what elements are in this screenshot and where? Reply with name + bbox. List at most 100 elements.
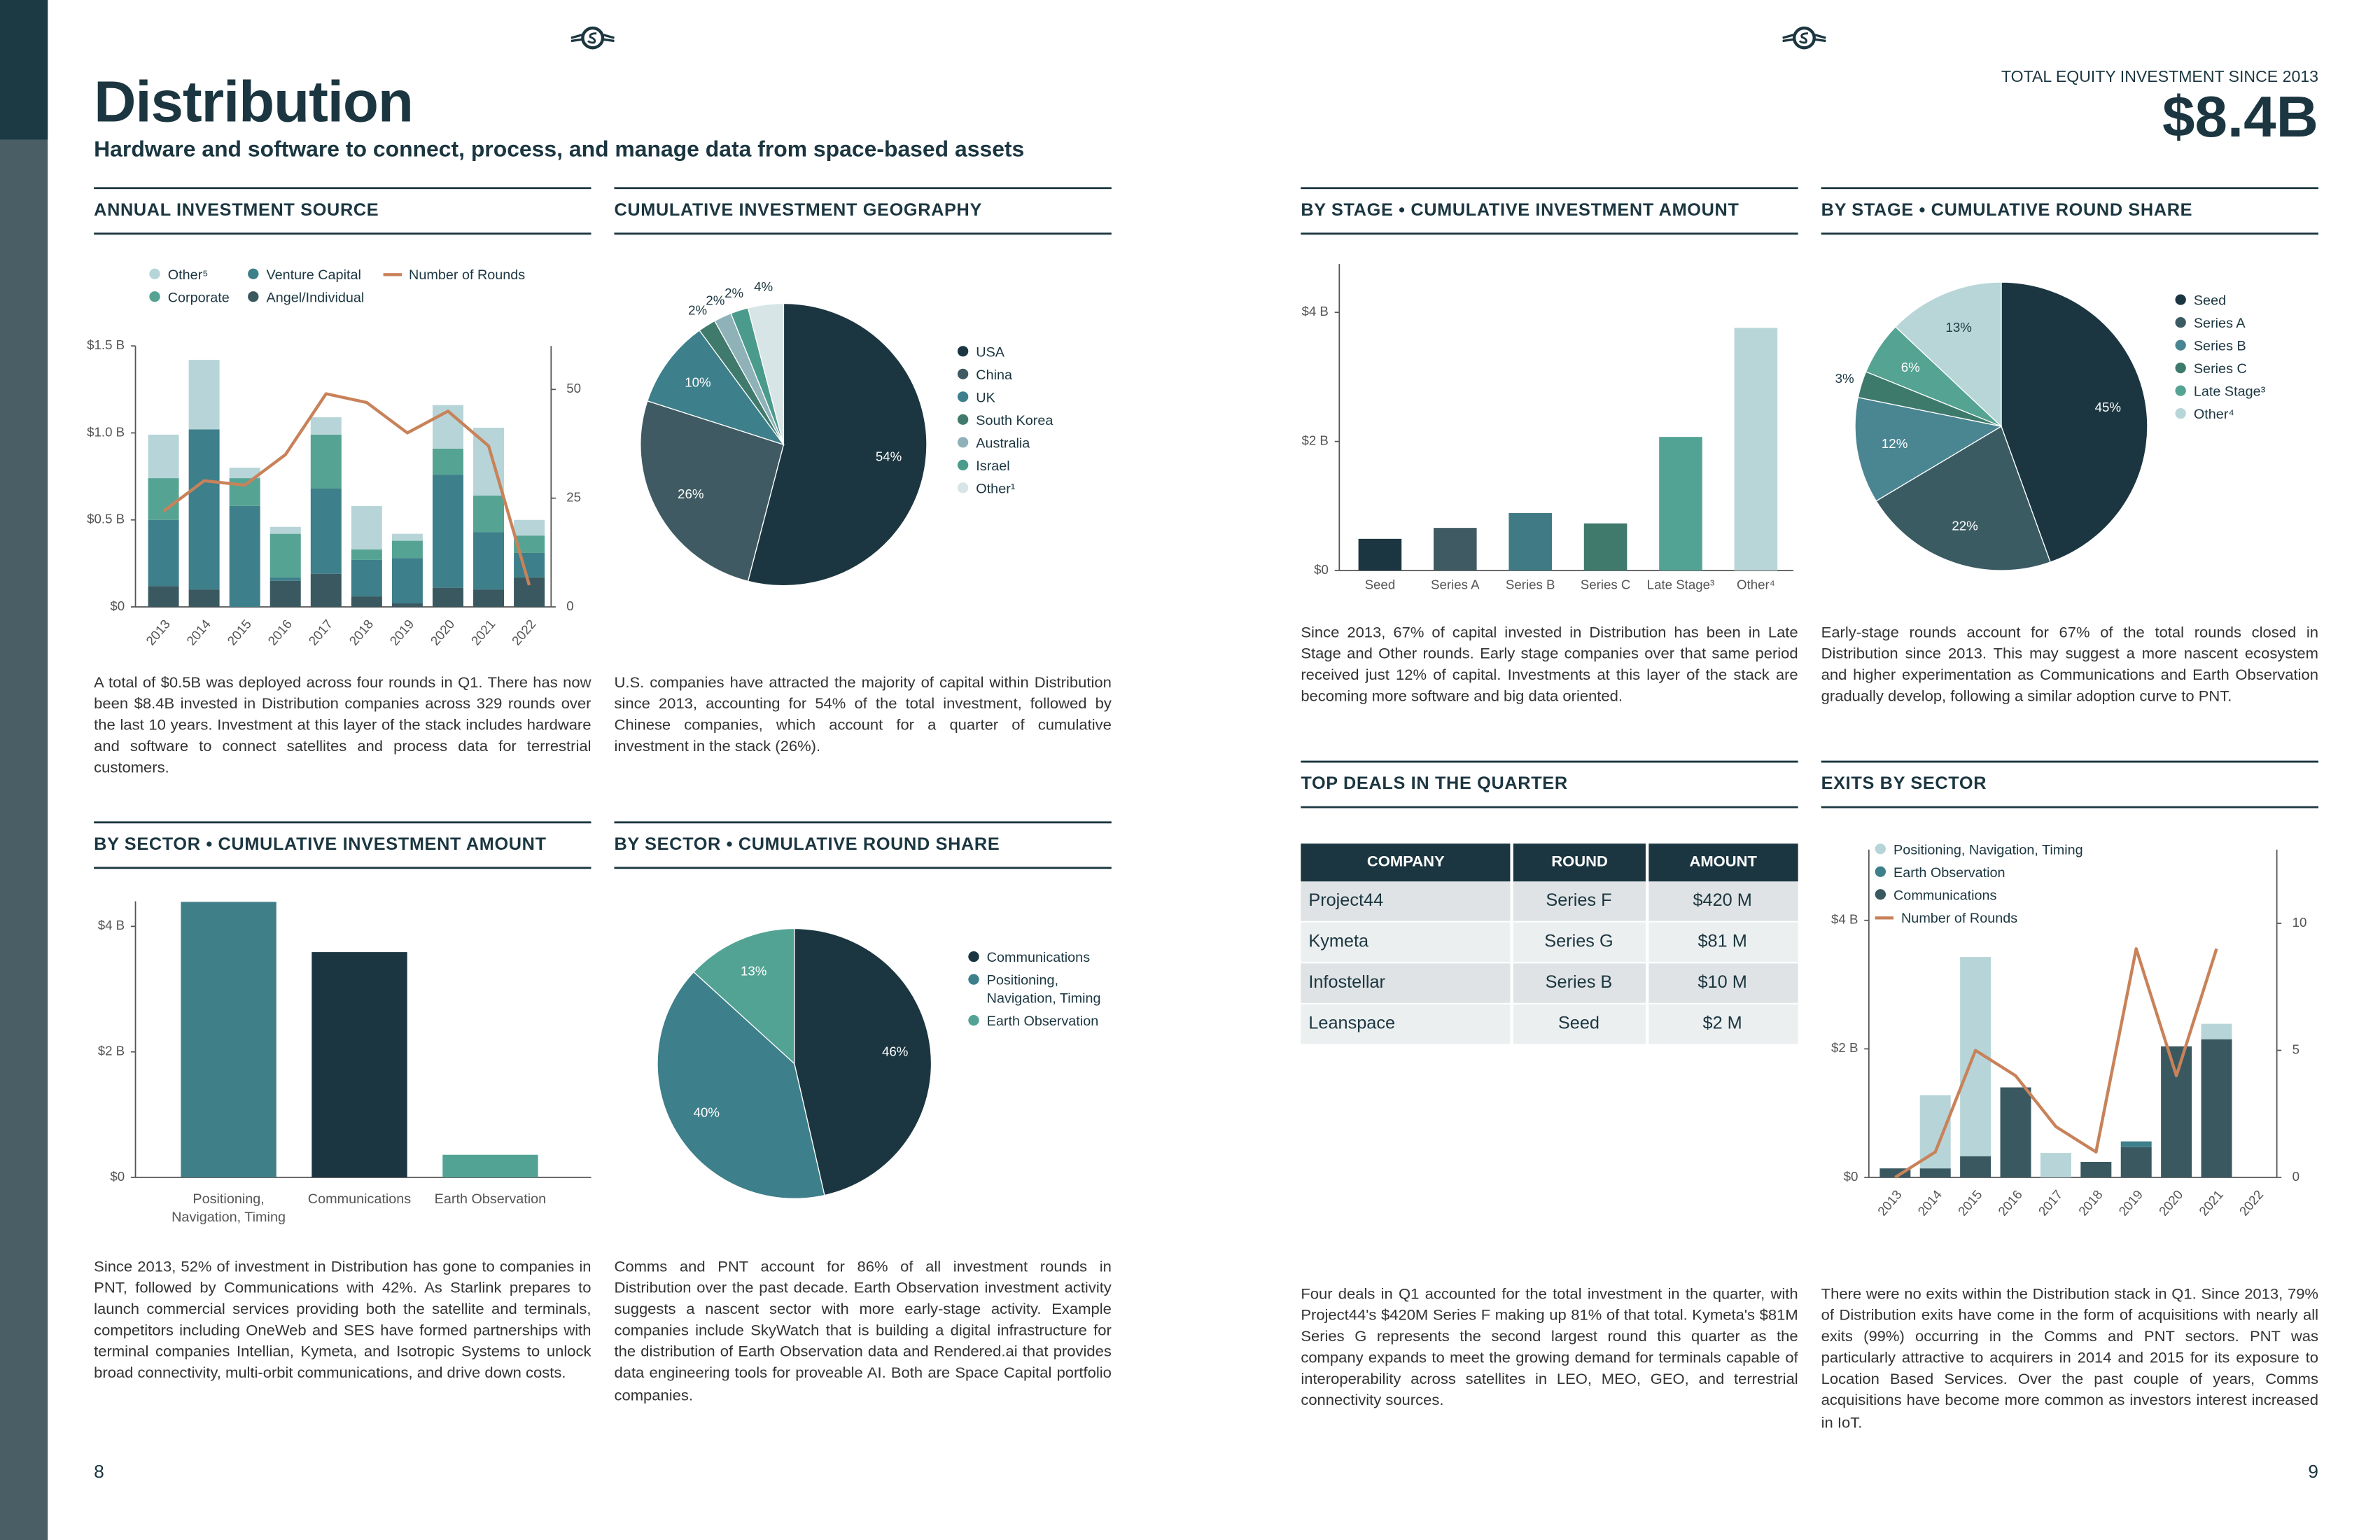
caption: Since 2013, 52% of investment in Distrib…	[94, 1259, 592, 1383]
x-tick-label: 2019	[2115, 1187, 2146, 1219]
x-tick-label: Communications	[307, 1191, 412, 1207]
legend-label: Communications	[1893, 887, 1997, 903]
legend-swatch	[2175, 317, 2186, 328]
legend-label: Series C	[2193, 360, 2247, 377]
bar-segment	[2000, 1087, 2031, 1177]
caption: Early-stage rounds account for 67% of th…	[1821, 625, 2318, 706]
x-tick-label: 2018	[2076, 1187, 2106, 1219]
slice-label: 40%	[694, 1105, 720, 1120]
bar	[1659, 437, 1702, 570]
bar-segment	[432, 475, 463, 588]
deals-table: COMPANY ROUND AMOUNT Project44 Series F $420 …	[1298, 844, 1801, 1046]
caption: U.S. companies have attracted the majori…	[614, 675, 1112, 757]
y-tick-label: $4 B	[98, 918, 125, 932]
legend-swatch	[382, 273, 402, 276]
column-header: AMOUNT	[1648, 844, 1798, 882]
bar-segment	[2120, 1147, 2152, 1177]
legend-swatch	[2175, 408, 2186, 419]
bar-segment	[351, 549, 382, 560]
legend-item: Communications	[968, 948, 1114, 967]
bar-segment	[148, 434, 179, 479]
x-tick-label: Seed	[1365, 578, 1396, 592]
legend-swatch	[957, 482, 969, 493]
table-row: Infostellar Series B $10 M	[1301, 963, 1798, 1004]
x-tick-label: Late Stage³	[1647, 578, 1715, 592]
x-tick-label: 2014	[1914, 1187, 1945, 1219]
pie-slice	[647, 330, 785, 446]
bar-segment	[310, 417, 342, 435]
bar-segment	[229, 468, 260, 479]
legend-label: Number of Rounds	[409, 267, 526, 283]
y-tick-label: $4 B	[1301, 304, 1328, 318]
legend-label: UK	[976, 390, 995, 405]
bar-segment	[188, 589, 220, 607]
x-tick-label: 2015	[1955, 1187, 1985, 1219]
legend-swatch	[2175, 294, 2186, 305]
table-cell: Infostellar	[1301, 963, 1511, 1004]
x-tick-label: Series C	[1581, 578, 1631, 592]
legend-label: USA	[976, 344, 1005, 360]
legend-item: Australia	[957, 434, 1096, 452]
table-cell: $2 M	[1648, 1004, 1798, 1046]
table-cell: Series F	[1513, 881, 1646, 923]
legend-swatch	[1875, 844, 1886, 855]
pie-slice	[747, 302, 927, 587]
slice-label: 3%	[1835, 371, 1854, 386]
pie-slice	[747, 302, 785, 445]
x-tick-label: 2020	[2156, 1187, 2186, 1219]
section-heading: CUMULATIVE INVESTMENT GEOGRAPHY	[614, 200, 982, 220]
table-cell: Seed	[1513, 1004, 1646, 1046]
bar-segment	[310, 434, 342, 489]
table-cell: Kymeta	[1301, 922, 1511, 964]
legend-label: Series B	[2193, 338, 2246, 354]
y-tick-label: $2 B	[98, 1044, 125, 1058]
bar-segment	[391, 558, 423, 604]
legend-label: South Korea	[976, 412, 1054, 428]
x-tick-label: 2021	[2196, 1187, 2226, 1219]
bar-segment	[2040, 1153, 2071, 1177]
bar-segment	[514, 519, 545, 536]
legend: USA China UK South Korea Australia Israel Othe…	[957, 343, 1096, 503]
kpi-value: $8.4B	[2162, 86, 2318, 150]
slice-label: 46%	[882, 1044, 908, 1059]
bar	[181, 902, 276, 1177]
slice-label: 6%	[1901, 360, 1920, 374]
slice-label: 22%	[1952, 519, 1977, 533]
x-tick-label: 2017	[2035, 1187, 2065, 1219]
legend-label: Corporate	[167, 289, 230, 305]
pie-slice	[693, 927, 795, 1065]
legend-swatch	[2175, 385, 2186, 396]
legend-label: Positioning, Navigation, Timing	[986, 972, 1101, 1007]
bar-segment	[1919, 1095, 1951, 1169]
legend-label: Venture Capital	[266, 267, 361, 283]
bar-segment	[270, 580, 301, 607]
table-cell: Leanspace	[1301, 1004, 1511, 1046]
y2-tick-label: 50	[566, 381, 581, 396]
bar-segment	[310, 573, 342, 607]
x-tick-label: 2016	[265, 617, 295, 648]
legend-label: Earth Observation	[1893, 864, 2005, 881]
bar-segment	[1919, 1168, 1951, 1177]
pie-slice	[1875, 426, 2051, 571]
x-tick-label: Other⁴	[1737, 578, 1775, 592]
bar-segment	[473, 589, 505, 607]
section-heading: BY STAGE • CUMULATIVE INVESTMENT AMOUNT	[1301, 200, 1739, 220]
bar-segment	[148, 586, 179, 607]
legend-item: Positioning, Navigation, Timing	[968, 971, 1114, 1007]
caption: Since 2013, 67% of capital invested in D…	[1301, 625, 1798, 706]
sidebar-top	[0, 0, 48, 140]
column-header: ROUND	[1513, 844, 1646, 882]
legend-label: Late Stage³	[2193, 384, 2266, 400]
page-number: 9	[2308, 1461, 2318, 1483]
bar-segment	[229, 505, 260, 607]
slice-label: 45%	[2095, 400, 2121, 414]
bar	[1734, 328, 1778, 570]
section-heading: EXITS BY SECTOR	[1821, 774, 1987, 793]
page-title: Distribution	[94, 71, 414, 135]
table-cell: $420 M	[1648, 881, 1798, 923]
bar-segment	[391, 603, 423, 607]
bar	[442, 1154, 538, 1177]
x-tick-label: 2017	[305, 617, 335, 648]
legend-item: Late Stage³	[2175, 382, 2314, 400]
